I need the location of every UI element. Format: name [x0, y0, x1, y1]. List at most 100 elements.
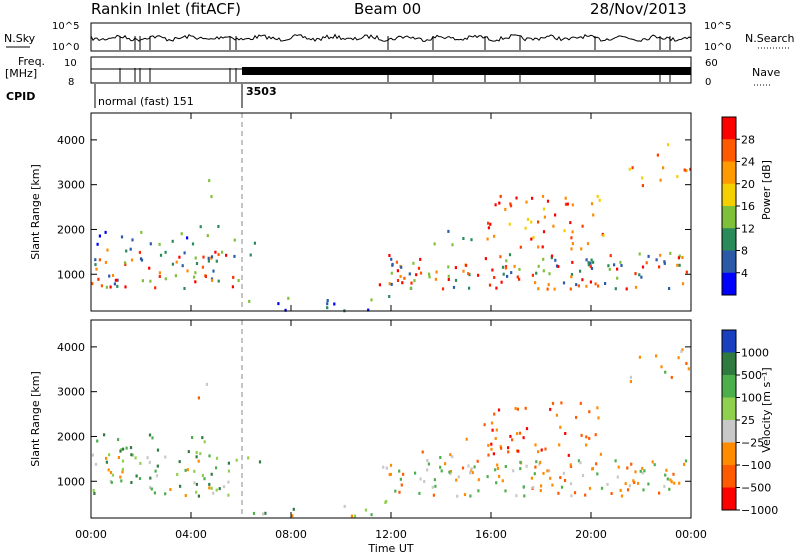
- range-cell: [662, 166, 665, 170]
- range-cell: [158, 242, 161, 246]
- range-cell: [579, 269, 582, 273]
- nave-tick-bottom: 0: [705, 77, 711, 88]
- date-label: 28/Nov/2013: [590, 0, 687, 18]
- colorbar-swatch: [722, 487, 736, 511]
- range-cell: [98, 258, 101, 262]
- range-cell: [554, 258, 557, 262]
- cpid-label: CPID: [6, 90, 35, 103]
- range-cell: [557, 491, 560, 495]
- range-cell: [385, 466, 388, 470]
- range-cell: [532, 485, 535, 489]
- range-cell: [181, 264, 184, 268]
- range-cell: [664, 370, 667, 374]
- cpid-segment-1: normal (fast) 151: [98, 95, 194, 108]
- range-cell: [506, 274, 509, 278]
- range-cell: [426, 459, 429, 462]
- range-cell: [231, 285, 234, 289]
- range-cell: [441, 287, 445, 291]
- range-cell: [117, 438, 120, 442]
- range-cell: [517, 449, 520, 453]
- range-cell: [581, 224, 584, 228]
- range-cell: [558, 443, 561, 447]
- range-cell: [685, 362, 688, 365]
- range-cell: [616, 267, 619, 271]
- range-cell: [685, 270, 688, 274]
- range-cell: [509, 202, 512, 206]
- range-cell: [534, 443, 537, 447]
- range-cell: [104, 230, 107, 234]
- range-cell: [467, 464, 470, 468]
- range-cell: [104, 260, 107, 264]
- range-cell: [232, 275, 235, 279]
- range-cell: [689, 167, 692, 171]
- range-cell: [364, 508, 368, 512]
- range-cell: [487, 443, 490, 447]
- y-tick-label: 1000: [57, 475, 85, 488]
- range-cell: [378, 283, 381, 287]
- range-cell: [106, 248, 109, 252]
- range-cell: [457, 475, 460, 479]
- range-cell: [609, 254, 612, 258]
- range-cell: [537, 450, 540, 454]
- range-cell: [537, 220, 540, 224]
- range-cell: [469, 471, 472, 475]
- freq-trace: [91, 67, 691, 82]
- range-cell: [508, 222, 511, 226]
- power-plot-area: [91, 113, 691, 311]
- range-cell: [203, 477, 206, 481]
- range-cell: [577, 284, 580, 288]
- range-cell: [201, 436, 204, 440]
- range-cell: [455, 478, 458, 482]
- colorbar-swatch: [722, 161, 736, 185]
- range-cell: [403, 276, 406, 280]
- range-cell: [663, 260, 666, 264]
- range-cell: [175, 260, 178, 264]
- range-cell: [571, 203, 574, 207]
- range-cell: [415, 273, 418, 277]
- range-cell: [108, 274, 111, 278]
- range-cell: [509, 204, 513, 208]
- range-cell: [186, 269, 189, 273]
- range-cell: [180, 232, 183, 236]
- range-cell: [546, 469, 549, 473]
- range-cell: [570, 275, 573, 279]
- range-cell: [594, 282, 597, 286]
- range-cell: [638, 252, 641, 256]
- range-cell: [389, 472, 392, 476]
- colorbar-swatch: [722, 206, 736, 229]
- range-cell: [585, 435, 588, 439]
- range-cell: [277, 302, 280, 306]
- range-cell: [171, 239, 174, 243]
- range-cell: [158, 275, 161, 278]
- range-cell: [111, 473, 114, 477]
- range-cell: [530, 237, 533, 241]
- range-cell: [412, 261, 415, 265]
- range-cell: [606, 482, 609, 486]
- range-cell: [148, 460, 151, 464]
- range-cell: [384, 501, 387, 504]
- range-cell: [549, 476, 552, 480]
- range-cell: [252, 511, 256, 515]
- range-cell: [419, 477, 422, 481]
- range-cell: [149, 486, 152, 489]
- range-cell: [210, 472, 213, 476]
- freq-nave-band: [242, 67, 691, 75]
- range-cell: [191, 436, 194, 439]
- range-cell: [542, 230, 546, 234]
- range-cell: [428, 272, 431, 276]
- range-cell: [590, 202, 594, 206]
- range-cell: [683, 462, 686, 466]
- range-cell: [201, 265, 204, 269]
- range-cell: [435, 270, 438, 274]
- y-tick-label: 4000: [57, 341, 85, 354]
- range-cell: [570, 236, 573, 240]
- range-cell: [215, 259, 218, 263]
- range-cell: [195, 482, 198, 486]
- range-cell: [655, 258, 658, 262]
- range-cell: [573, 491, 577, 495]
- range-cell: [486, 237, 489, 241]
- range-cell: [677, 256, 680, 260]
- range-cell: [150, 487, 153, 491]
- range-cell: [326, 302, 329, 306]
- range-cell: [113, 282, 116, 286]
